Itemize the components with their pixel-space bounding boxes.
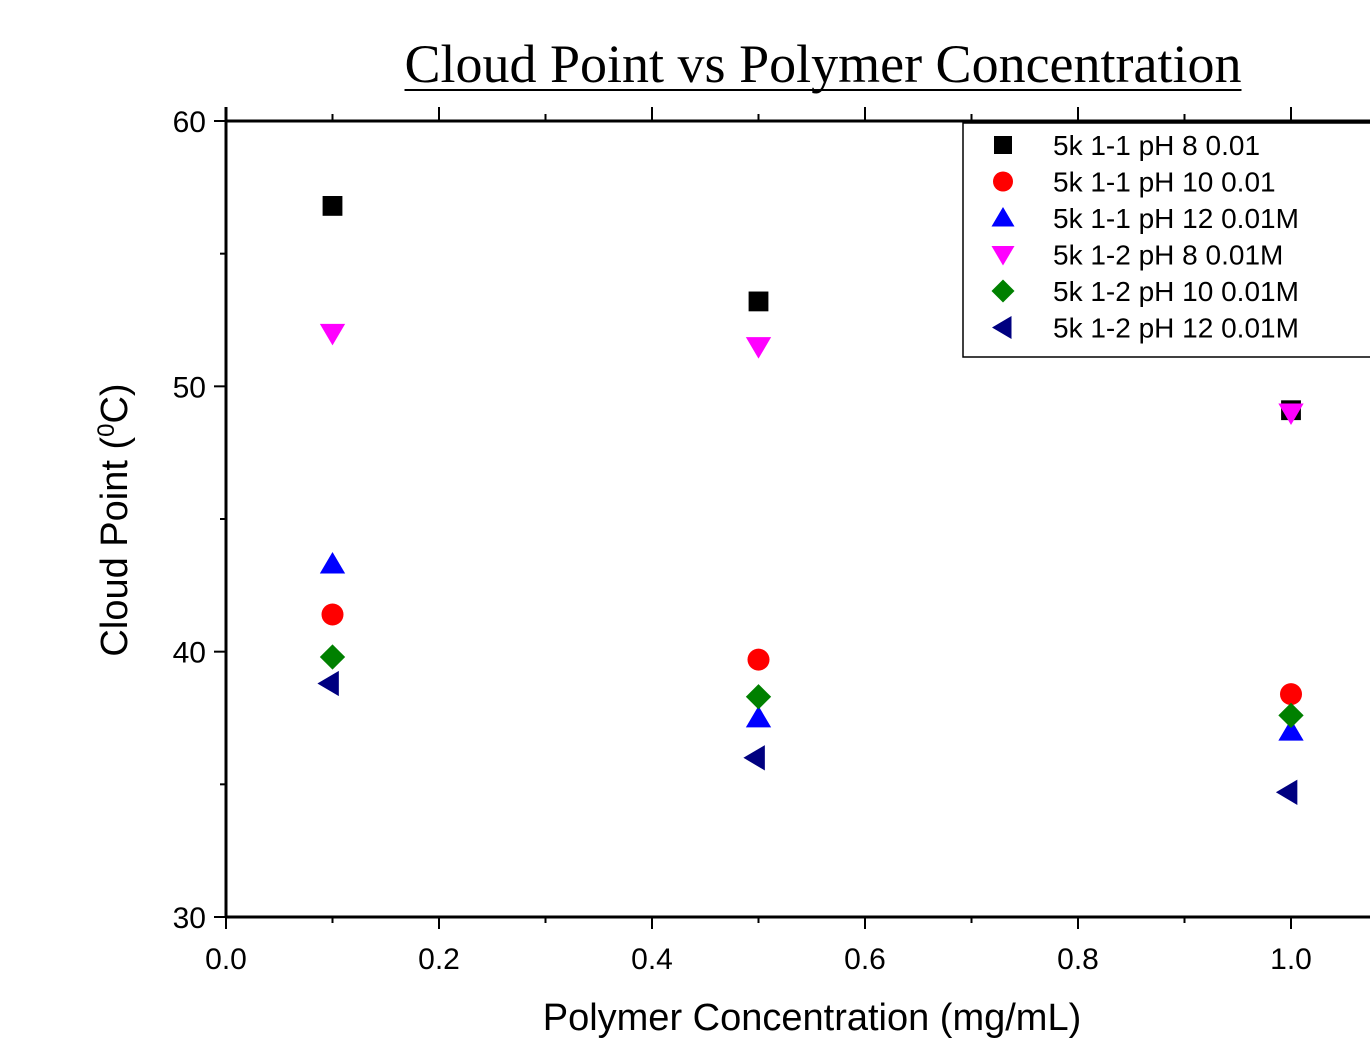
x-axis-ticks: 0.0 0.2 0.4 0.6 0.8 1.0 — [205, 107, 1312, 976]
x-tick-label: 0.2 — [418, 943, 460, 976]
data-point — [745, 684, 772, 710]
legend-entry-label: 5k 1-2 pH 10 0.01M — [1053, 276, 1299, 307]
data-point — [321, 603, 344, 626]
plot-frame — [224, 107, 1370, 919]
data-point — [319, 552, 346, 574]
y-axis-label: Cloud Point (0C) — [93, 383, 137, 656]
data-point — [319, 644, 346, 670]
chart-legend: 5k 1-1 pH 8 0.01 5k 1-1 pH 10 0.01 5k 1-1 … — [962, 122, 1370, 358]
data-point — [1278, 702, 1304, 728]
legend-marker — [991, 279, 1015, 303]
data-point — [1275, 779, 1298, 805]
y-tick-label: 30 — [173, 902, 206, 935]
data-point — [1278, 403, 1304, 425]
data-point — [747, 648, 770, 671]
data-point — [743, 745, 765, 771]
legend-marker — [994, 136, 1012, 154]
y-axis-ticks: 30 40 50 60 — [173, 106, 226, 935]
y-tick-label: 50 — [173, 371, 206, 404]
legend-marker — [991, 246, 1015, 266]
x-tick-label: 1.0 — [1270, 943, 1312, 976]
legend-entry-label: 5k 1-1 pH 12 0.01M — [1053, 203, 1299, 234]
y-axis-label-tail: C) — [94, 383, 136, 423]
x-tick-label: 0.4 — [631, 943, 673, 976]
data-point — [319, 323, 346, 346]
data-point — [1280, 683, 1302, 706]
data-point — [322, 196, 343, 216]
x-tick-label: 0.8 — [1057, 943, 1099, 976]
legend-entry-label: 5k 1-1 pH 10 0.01 — [1053, 167, 1276, 198]
legend-entry-label: 5k 1-2 pH 8 0.01M — [1053, 240, 1283, 271]
data-point — [317, 670, 339, 697]
y-tick-label: 40 — [173, 637, 206, 670]
chart-title: Cloud Point vs Polymer Concentration — [405, 34, 1242, 94]
y-tick-label: 60 — [173, 106, 206, 139]
x-tick-label: 0.0 — [205, 943, 247, 976]
legend-entry-label: 5k 1-2 pH 12 0.01M — [1053, 313, 1299, 344]
data-markers — [317, 196, 1304, 805]
x-tick-label: 0.6 — [844, 943, 886, 976]
data-point — [745, 705, 772, 728]
y-axis-label-main: Cloud Point ( — [94, 437, 136, 657]
legend-entry-label: 5k 1-1 pH 8 0.01 — [1053, 130, 1260, 161]
legend-marker — [991, 207, 1015, 227]
data-point — [745, 337, 772, 359]
legend-box — [962, 122, 1370, 358]
y-axis-label-superscript: 0 — [93, 424, 120, 437]
legend-marker — [992, 316, 1012, 339]
x-axis-label: Polymer Concentration (mg/mL) — [543, 997, 1082, 1039]
data-point — [1278, 719, 1304, 741]
data-point — [748, 291, 769, 312]
legend-marker — [993, 171, 1013, 192]
